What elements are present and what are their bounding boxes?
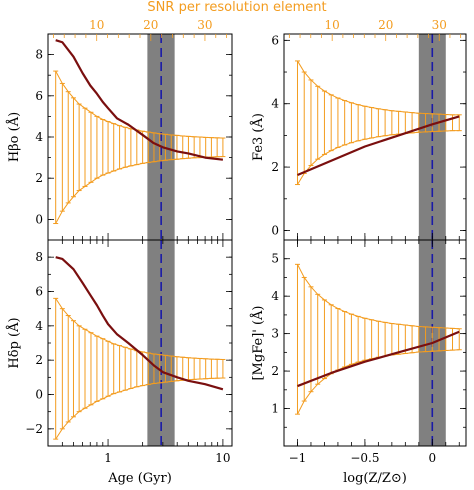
snr-tick-label: 30 bbox=[197, 18, 212, 32]
error-envelope-lower bbox=[55, 377, 223, 440]
x-tick-label: −1 bbox=[289, 451, 307, 465]
error-envelope-upper bbox=[55, 70, 223, 139]
top-axis-title: SNR per resolution element bbox=[147, 0, 326, 15]
snr-tick-label: 10 bbox=[89, 18, 104, 32]
x-tick-label: 10 bbox=[215, 451, 230, 465]
error-bars-group bbox=[53, 297, 226, 440]
y-axis-label: [MgFe]' (Å) bbox=[250, 305, 266, 380]
error-envelope-upper bbox=[297, 60, 460, 116]
y-tick-label: 0 bbox=[271, 223, 279, 237]
y-tick-label: 2 bbox=[271, 364, 279, 378]
panel-frame bbox=[283, 239, 467, 447]
y-tick-label: 5 bbox=[271, 252, 279, 266]
y-tick-label: 4 bbox=[271, 289, 279, 303]
y-tick-label: 2 bbox=[35, 171, 43, 185]
panel-bottom-left: −2 0 2 4 6 8 1 10 Hδp (Å) Age (Gyr) bbox=[6, 239, 233, 486]
y-axis-label: Hδp (Å) bbox=[6, 317, 22, 368]
model-line bbox=[55, 256, 224, 391]
panel-bottom-right: 1 2 3 4 5 −1 −0.5 0 [MgFe]' (Å) log(Z/Z⊙) bbox=[250, 239, 467, 486]
x-tick-label: 1 bbox=[104, 451, 112, 465]
panel-top-right: 0 2 4 6 10 20 30 Fe3 (Å) bbox=[250, 18, 467, 241]
y-tick-label: 8 bbox=[35, 250, 43, 264]
x-axis-label: log(Z/Z⊙) bbox=[343, 471, 407, 486]
snr-tick-label: 20 bbox=[378, 18, 393, 32]
error-envelope-lower bbox=[55, 156, 223, 224]
y-axis-label: Fe3 (Å) bbox=[250, 113, 266, 161]
snr-tick-label: 10 bbox=[325, 18, 340, 32]
x-axis-label: Age (Gyr) bbox=[107, 471, 172, 486]
y-tick-label: 4 bbox=[35, 319, 43, 333]
y-tick-label: 6 bbox=[35, 89, 43, 103]
y-tick-label: 6 bbox=[271, 33, 279, 47]
y-tick-label: 2 bbox=[271, 160, 279, 174]
y-tick-label: 4 bbox=[35, 130, 43, 144]
y-tick-label: 8 bbox=[35, 48, 43, 62]
y-tick-label: 0 bbox=[35, 388, 43, 402]
y-tick-label: 6 bbox=[35, 285, 43, 299]
error-envelope-lower bbox=[297, 130, 460, 185]
y-tick-label: 3 bbox=[271, 327, 279, 341]
snr-tick-label: 20 bbox=[143, 18, 158, 32]
y-tick-label: −2 bbox=[25, 422, 43, 436]
error-bars-group bbox=[53, 70, 226, 225]
model-line bbox=[297, 330, 460, 388]
error-envelope-upper bbox=[297, 264, 460, 330]
x-tick-label: −0.5 bbox=[350, 451, 379, 465]
x-tick-label: 0 bbox=[428, 451, 436, 465]
model-line bbox=[297, 115, 460, 177]
y-tick-label: 1 bbox=[271, 402, 279, 416]
panel-top-left: 0 2 4 6 8 10 20 30 Hβo (Å) bbox=[6, 18, 233, 241]
y-tick-label: 4 bbox=[271, 97, 279, 111]
snr-tick-label: 30 bbox=[432, 18, 447, 32]
model-line bbox=[55, 39, 224, 161]
y-tick-label: 0 bbox=[35, 212, 43, 226]
y-axis-label: Hβo (Å) bbox=[6, 112, 22, 162]
y-tick-label: 2 bbox=[35, 353, 43, 367]
